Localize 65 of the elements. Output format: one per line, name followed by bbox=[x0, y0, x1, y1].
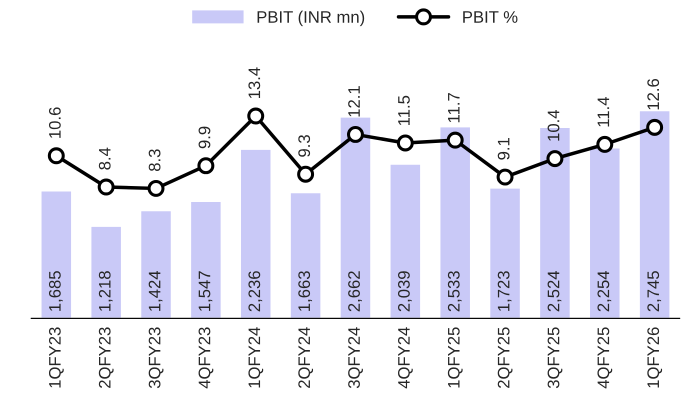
bar bbox=[240, 148, 272, 318]
point bbox=[646, 118, 664, 136]
data-label: 9.3 bbox=[298, 135, 310, 157]
data-label: 11.7 bbox=[448, 93, 460, 122]
data-label: 11.4 bbox=[598, 97, 610, 126]
data-label: 1,723 bbox=[498, 271, 512, 311]
x-tick-label: 2QFY25 bbox=[498, 327, 513, 388]
point bbox=[396, 134, 414, 152]
data-label: 1,685 bbox=[48, 271, 63, 311]
data-label: 9.1 bbox=[498, 138, 510, 160]
data-label: 9.9 bbox=[198, 126, 210, 148]
point bbox=[446, 132, 464, 149]
x-tick-label: 3QFY25 bbox=[548, 327, 562, 388]
point bbox=[496, 168, 514, 186]
x-tick-label: 4QFY25 bbox=[597, 327, 612, 388]
bar bbox=[638, 110, 671, 318]
point bbox=[346, 126, 364, 143]
point bbox=[98, 178, 115, 196]
x-tick-label: 1QFY26 bbox=[647, 327, 662, 388]
point bbox=[247, 108, 264, 124]
x-tick-label: 3QFY23 bbox=[148, 327, 164, 388]
point bbox=[148, 180, 164, 197]
x-tick-label: 1QFY23 bbox=[48, 327, 64, 388]
x-tick-label: 1QFY25 bbox=[448, 327, 463, 388]
data-label: 2,236 bbox=[248, 271, 262, 312]
x-tick-label: 4QFY23 bbox=[198, 327, 214, 388]
x-tick-label: 3QFY24 bbox=[348, 327, 363, 388]
bar bbox=[488, 187, 522, 318]
x-tick-label: 1QFY24 bbox=[248, 327, 264, 388]
x-tick-label: 2QFY24 bbox=[298, 327, 314, 388]
data-label: 2,533 bbox=[448, 271, 462, 312]
data-label: 1,424 bbox=[148, 270, 162, 311]
data-label: 8.4 bbox=[98, 148, 111, 170]
x-tick-label: 4QFY24 bbox=[398, 327, 413, 388]
point bbox=[596, 136, 614, 153]
bar bbox=[389, 163, 422, 318]
bar bbox=[439, 126, 472, 318]
bar bbox=[90, 225, 122, 318]
legend-label: PBIT % bbox=[463, 11, 518, 23]
data-label: 13.4 bbox=[248, 67, 260, 98]
data-label: 1,218 bbox=[98, 271, 113, 311]
bar bbox=[289, 192, 322, 318]
data-label: 1,663 bbox=[298, 271, 312, 311]
point bbox=[546, 150, 564, 168]
point bbox=[197, 157, 214, 174]
bar bbox=[190, 200, 222, 318]
data-label: 2,254 bbox=[597, 270, 612, 312]
data-label: 11.5 bbox=[398, 96, 410, 126]
bar bbox=[40, 190, 72, 318]
data-label: 10.4 bbox=[548, 110, 560, 141]
x-tick-label: 2QFY23 bbox=[98, 327, 114, 388]
data-label: 1,547 bbox=[198, 271, 212, 311]
data-label: 10.6 bbox=[48, 107, 61, 138]
data-label: 12.6 bbox=[647, 78, 660, 110]
bar bbox=[339, 116, 372, 318]
data-label: 8.3 bbox=[148, 149, 160, 172]
legend-label: PBIT (INR mn) bbox=[258, 10, 364, 26]
point bbox=[48, 147, 65, 164]
data-label: 2,039 bbox=[398, 271, 412, 312]
data-label: 2,662 bbox=[348, 271, 362, 312]
data-label: 2,524 bbox=[548, 270, 562, 312]
point bbox=[297, 166, 314, 183]
data-label: 2,745 bbox=[647, 271, 662, 312]
data-label: 12.1 bbox=[348, 86, 360, 117]
bar bbox=[140, 210, 172, 318]
